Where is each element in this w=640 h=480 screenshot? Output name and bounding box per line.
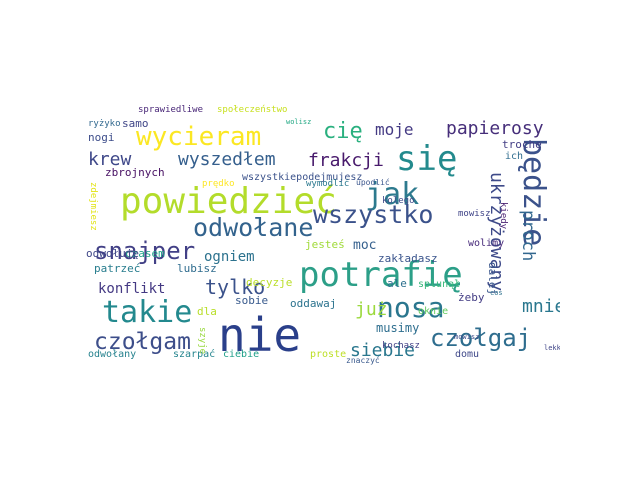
word-cloud-word: papierosy [446,118,544,139]
word-cloud-word: krew [88,149,132,170]
word-cloud-word: proste [310,349,347,360]
word-cloud-word: ogniem [204,249,255,265]
word-cloud-word: musimy [376,321,420,335]
word-cloud-word: upodlić [356,178,390,187]
word-cloud-word: decyzje [246,276,293,289]
word-cloud-word: wolimy [468,238,505,249]
word-cloud-word: kochasz [382,341,420,351]
word-cloud-word: odwołuję [86,247,139,260]
word-cloud-word: społeczeństwo [217,105,288,115]
word-cloud-word: będzie [516,138,551,247]
word-cloud-word: jesteś [305,238,345,251]
word-cloud-word: dalej [486,262,499,296]
word-cloud-word: mnie [522,296,560,317]
word-cloud-word: czołgaj [430,324,532,352]
word-cloud-word: konflikt [98,281,166,297]
word-cloud-word: ukrzyżowany [486,172,507,292]
word-cloud-word: kolego [382,196,415,206]
word-cloud-word: zdejmiesz [88,182,98,231]
word-cloud-word: mowisz [458,209,491,219]
word-cloud-word: powiedzieć [120,181,337,222]
word-cloud-word: dla [197,305,217,318]
word-cloud-word: proch [518,210,538,262]
word-cloud-word: potrafię [299,255,463,295]
word-cloud-word: nosa [377,291,445,324]
word-cloud-word: domu [455,349,480,360]
word-cloud-word: tylko [205,275,266,299]
word-cloud-word: szyje [197,327,207,355]
word-cloud-word: jak [365,177,420,212]
word-cloud-word: cię [323,119,363,144]
word-cloud-word: sobie [235,294,269,307]
word-cloud-word: odwołane [193,213,314,242]
word-cloud-word: patrzeć [94,262,141,275]
word-cloud-word: kiedy [498,202,508,230]
word-cloud-word: wszystko [313,200,434,229]
word-cloud-word: czołgam [94,329,191,355]
word-cloud-word: snajper [94,237,196,265]
word-cloud-word: sprawiedliwe [138,105,204,115]
word-cloud-word: nie [218,308,302,362]
word-cloud-word: oddawaj [290,297,337,310]
word-cloud-word: wycieram [136,122,262,152]
word-cloud-word: lubisz [177,262,217,275]
word-cloud-word: moje [375,120,414,139]
word-cloud-word: frakcji [308,150,384,171]
word-cloud-word: samo [122,117,149,130]
word-cloud-word: żeby [458,291,485,304]
word-cloud-word: moc [353,238,377,253]
word-cloud-word: czasem [125,247,165,260]
word-cloud-word: mowisz [454,333,480,341]
word-cloud-word: nogi [88,131,115,144]
word-cloud-word: ryżyko [88,119,121,129]
word-cloud-word: trochę [502,138,542,151]
word-cloud-word: znaczyć [346,356,380,365]
word-cloud-word: już [355,299,388,320]
word-cloud-word: oknie [418,306,449,317]
word-cloud-word: zbrojnych [105,166,165,179]
word-cloud-word: się [396,139,458,179]
word-cloud-word: zakładasz [378,252,438,265]
word-cloud-word: lekko [544,344,560,352]
word-cloud-word: ale [387,277,407,290]
word-cloud-word: szarpać [173,349,216,360]
word-cloud-word: cos [490,289,503,297]
word-cloud-word: ich [505,151,524,162]
word-cloud-word: wszystkiepodejmujesz [242,172,363,183]
word-cloud: nie powiedzieć potrafię się będzie wycieram ja… [80,102,560,372]
word-cloud-word: odwołany [88,349,137,360]
word-cloud-word: prędko [202,179,235,189]
word-cloud-word: splunął [418,279,461,290]
word-cloud-word: wolisz [286,118,312,126]
word-cloud-word: ciebie [223,349,260,360]
word-cloud-word: siebie [350,340,416,361]
word-cloud-word: takie [102,295,193,330]
word-cloud-word: wyszedłem [178,149,276,170]
word-cloud-word: wymodlić [306,179,350,189]
